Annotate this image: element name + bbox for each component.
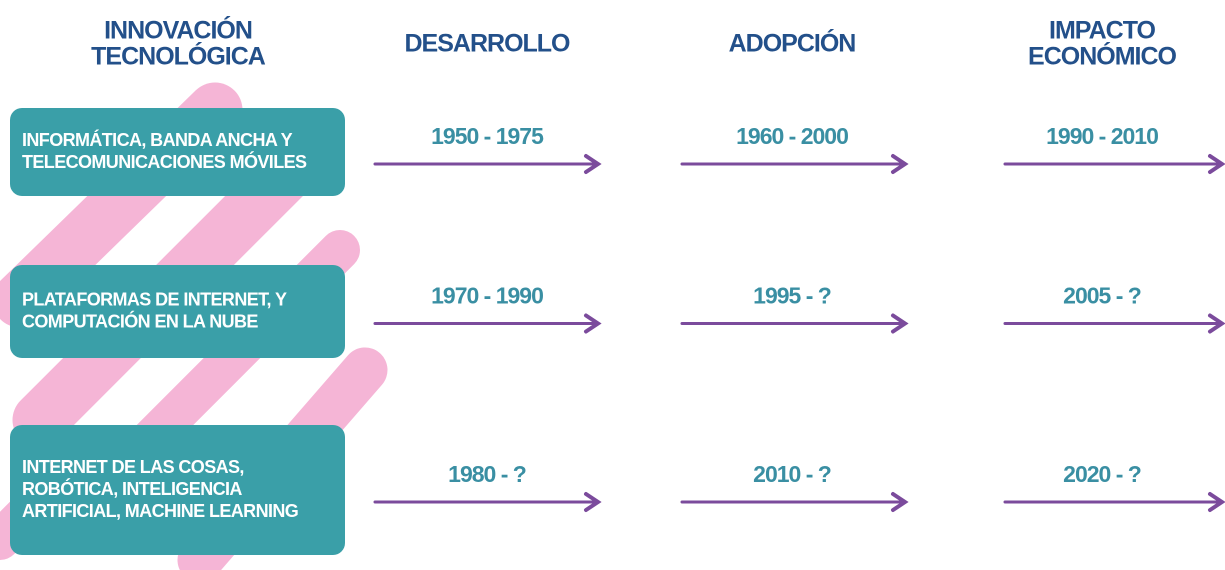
arrow-head bbox=[891, 313, 909, 334]
arrow-head bbox=[1208, 154, 1225, 174]
period: 1950 - 1975 bbox=[431, 123, 544, 149]
period: 2005 - ? bbox=[1063, 283, 1141, 309]
period: 1990 - 2010 bbox=[1046, 123, 1158, 149]
column-header: ECONÓMICO bbox=[1028, 41, 1177, 71]
arrow-head bbox=[1208, 313, 1225, 334]
innovation-label: ARTIFICIAL, MACHINE LEARNING bbox=[22, 501, 298, 521]
arrow-head bbox=[891, 492, 909, 512]
innovation-label: PLATAFORMAS DE INTERNET, Y bbox=[22, 289, 287, 309]
column-header: INNOVACIÓN bbox=[104, 15, 252, 45]
innovation-label: INFORMÁTICA, BANDA ANCHA Y bbox=[22, 129, 293, 150]
innovation-box bbox=[10, 265, 345, 358]
column-header: IMPACTO bbox=[1049, 17, 1156, 45]
period: 1980 - ? bbox=[448, 461, 526, 487]
arrow-head bbox=[1208, 492, 1225, 512]
column-header: ADOPCIÓN bbox=[729, 28, 856, 58]
period: 1995 - ? bbox=[753, 283, 831, 309]
arrow-head bbox=[891, 154, 909, 174]
innovation-label: INTERNET DE LAS COSAS, bbox=[22, 457, 244, 477]
period: 2020 - ? bbox=[1063, 461, 1141, 487]
period: 2010 - ? bbox=[753, 461, 831, 487]
arrow-head bbox=[584, 313, 602, 334]
period: 1960 - 2000 bbox=[736, 123, 848, 149]
innovation-label: COMPUTACIÓN EN LA NUBE bbox=[22, 310, 258, 331]
innovation-box bbox=[10, 425, 345, 555]
period: 1970 - 1990 bbox=[431, 283, 543, 309]
arrow-head bbox=[584, 154, 602, 174]
column-header: DESARROLLO bbox=[405, 30, 571, 58]
innovation-box bbox=[10, 108, 345, 196]
arrow-head bbox=[584, 492, 602, 512]
innovation-label: TELECOMUNICACIONES MÓVILES bbox=[22, 151, 307, 172]
column-header: TECNOLÓGICA bbox=[91, 41, 266, 71]
innovation-label: ROBÓTICA, INTELIGENCIA bbox=[22, 478, 242, 499]
